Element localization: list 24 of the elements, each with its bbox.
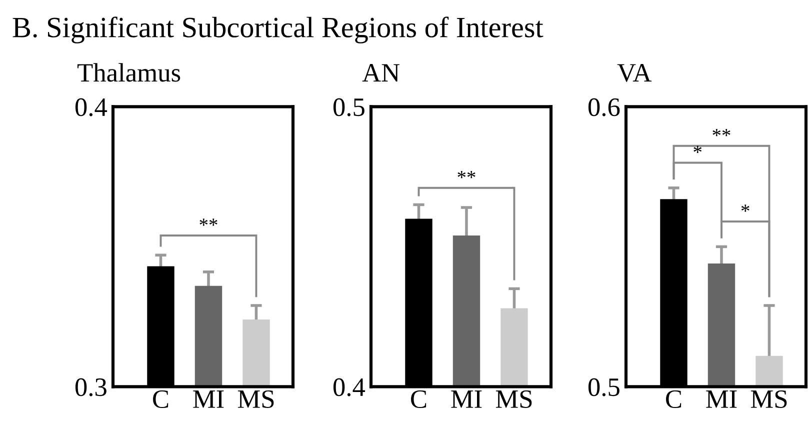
x-tick-label: C [411, 390, 426, 408]
y-tick-label: 0.4 [333, 378, 366, 396]
annotation: ** [712, 129, 730, 136]
x-tick-label: MS [238, 390, 274, 408]
x-tick-label: C [153, 390, 168, 408]
annotation: * [741, 204, 750, 212]
annotation: ** [200, 218, 218, 226]
annotation: * [694, 146, 702, 153]
y-tick-label: 0.5 [588, 378, 620, 396]
x-tick-label: C [666, 390, 682, 408]
annotation: ** [458, 171, 476, 178]
y-tick-label: 0.4 [75, 98, 108, 116]
x-tick-label: MS [496, 390, 532, 408]
x-tick-label: MI [706, 390, 737, 408]
y-tick-label: 0.6 [588, 98, 620, 116]
chart-title: VA [617, 64, 652, 82]
chart-title: Thalamus [77, 63, 180, 82]
x-tick-label: MI [451, 390, 482, 408]
y-tick-label: 0.3 [75, 378, 106, 396]
x-tick-label: MS [750, 390, 787, 408]
chart-title: AN [362, 64, 400, 82]
y-tick-label: 0.5 [333, 98, 364, 116]
x-tick-label: MI [193, 390, 224, 408]
text: B. Significant Subcortical Regions of Interest [12, 16, 544, 44]
